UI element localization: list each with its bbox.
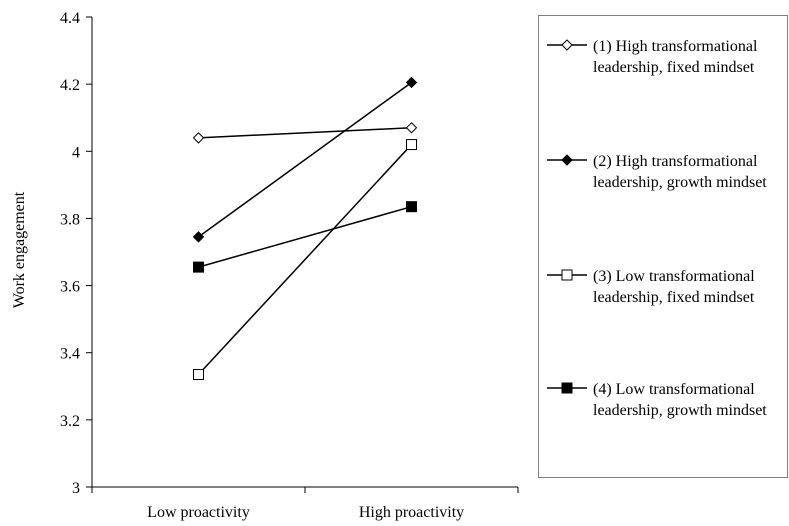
- data-point: [405, 122, 418, 134]
- data-point: [406, 201, 417, 213]
- legend-marker-square-filled-icon: [547, 382, 587, 394]
- y-tick-label: 4.2: [60, 77, 80, 94]
- legend-item-4: (4) Low transformational leadership, gro…: [547, 379, 788, 421]
- legend-item-2: (2) High transformational leadership, gr…: [547, 151, 788, 193]
- series-1: [192, 122, 418, 144]
- series-4: [193, 201, 417, 273]
- legend: (1) High transformational leadership, fi…: [538, 15, 788, 478]
- legend-marker-diamond-open-icon: [547, 39, 587, 51]
- x-tick-label: Low proactivity: [147, 504, 250, 521]
- y-tick-label: 3.4: [60, 346, 80, 363]
- data-point: [405, 76, 418, 89]
- y-tick-label: 4: [72, 144, 80, 161]
- axes: [91, 17, 518, 488]
- legend-label-4: (4) Low transformational leadership, gro…: [593, 381, 767, 419]
- legend-item-1: (1) High transformational leadership, fi…: [547, 36, 788, 78]
- data-point: [193, 369, 204, 381]
- y-ticks: 3 3.2 3.4 3.6 3.8 4 4.2 4.4: [60, 10, 92, 497]
- y-tick-label: 3.6: [60, 279, 80, 296]
- series-group: [192, 76, 418, 381]
- series-line: [198, 127, 412, 139]
- data-point: [192, 132, 205, 144]
- legend-label-1: (1) High transformational leadership, fi…: [593, 38, 758, 76]
- x-tick-label: High proactivity: [359, 504, 464, 521]
- legend-label-3: (3) Low transformational leadership, fix…: [593, 268, 755, 306]
- y-tick-label: 3: [72, 480, 80, 497]
- x-ticks: Low proactivity High proactivity: [91, 487, 519, 521]
- axis-lines: [91, 17, 518, 488]
- data-point: [192, 231, 205, 243]
- series-line: [197, 144, 413, 376]
- series-3: [193, 139, 417, 381]
- legend-item-3: (3) Low transformational leadership, fix…: [547, 266, 788, 308]
- series-line: [198, 81, 412, 238]
- data-point: [406, 139, 417, 151]
- legend-marker-square-open-icon: [547, 269, 587, 281]
- y-tick-label: 3.2: [60, 413, 80, 430]
- y-tick-label: 3.8: [60, 211, 80, 228]
- legend-label-2: (2) High transformational leadership, gr…: [593, 153, 767, 191]
- series-2: [192, 76, 418, 243]
- data-point: [193, 261, 204, 273]
- y-axis-label: Work engagement: [11, 191, 28, 308]
- y-tick-label: 4.4: [60, 10, 80, 27]
- series-line: [198, 205, 412, 268]
- legend-marker-diamond-filled-icon: [547, 154, 587, 166]
